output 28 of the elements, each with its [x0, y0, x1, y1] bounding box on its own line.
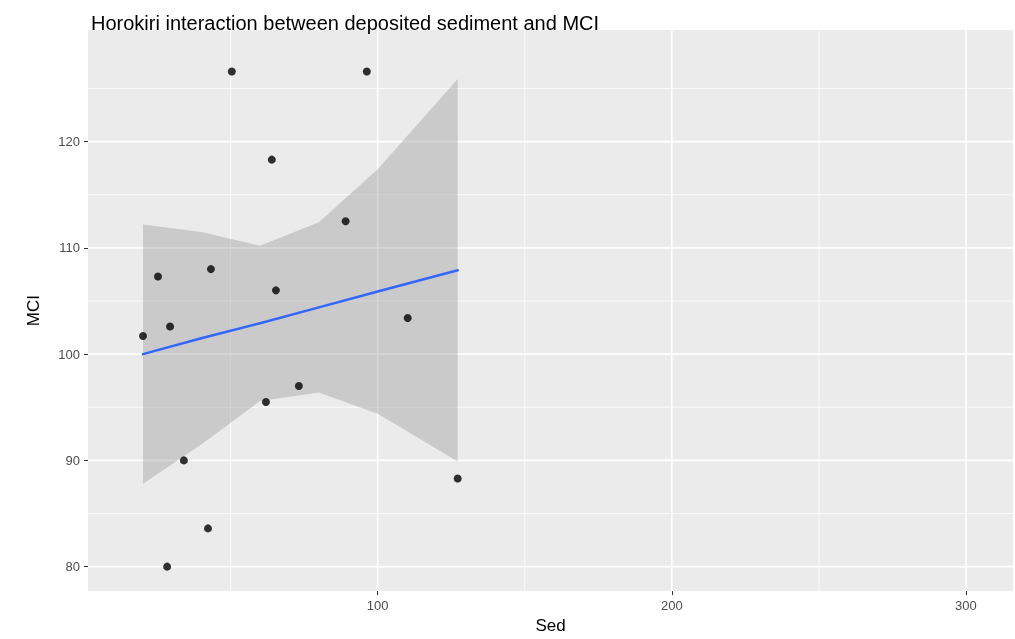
point [206, 265, 215, 274]
point [362, 67, 371, 76]
y-tick-label: 100 [58, 346, 80, 362]
y-tick-label: 120 [58, 134, 80, 150]
point [267, 155, 276, 164]
y-axis-title: MCI [24, 294, 43, 327]
point [163, 562, 172, 571]
point [227, 67, 236, 76]
point [204, 524, 212, 533]
point [294, 382, 303, 390]
y-tick-label: 90 [65, 452, 80, 468]
point [271, 286, 280, 295]
chart-title: Horokiri interaction between deposited sediment and MCI [91, 12, 600, 34]
point [139, 332, 147, 341]
x-tick-label: 200 [660, 598, 683, 614]
point [453, 474, 462, 483]
point [166, 322, 175, 331]
x-tick-label: 100 [366, 598, 389, 614]
x-tick-label: 300 [955, 598, 977, 614]
line-series [141, 268, 459, 356]
point [179, 456, 188, 465]
point [403, 313, 412, 322]
point [154, 272, 162, 281]
y-tick-label: 80 [65, 559, 80, 575]
x-axis-title: Sed [535, 616, 566, 635]
point [261, 397, 270, 406]
y-tick-label: 110 [59, 240, 80, 256]
point [341, 217, 350, 226]
